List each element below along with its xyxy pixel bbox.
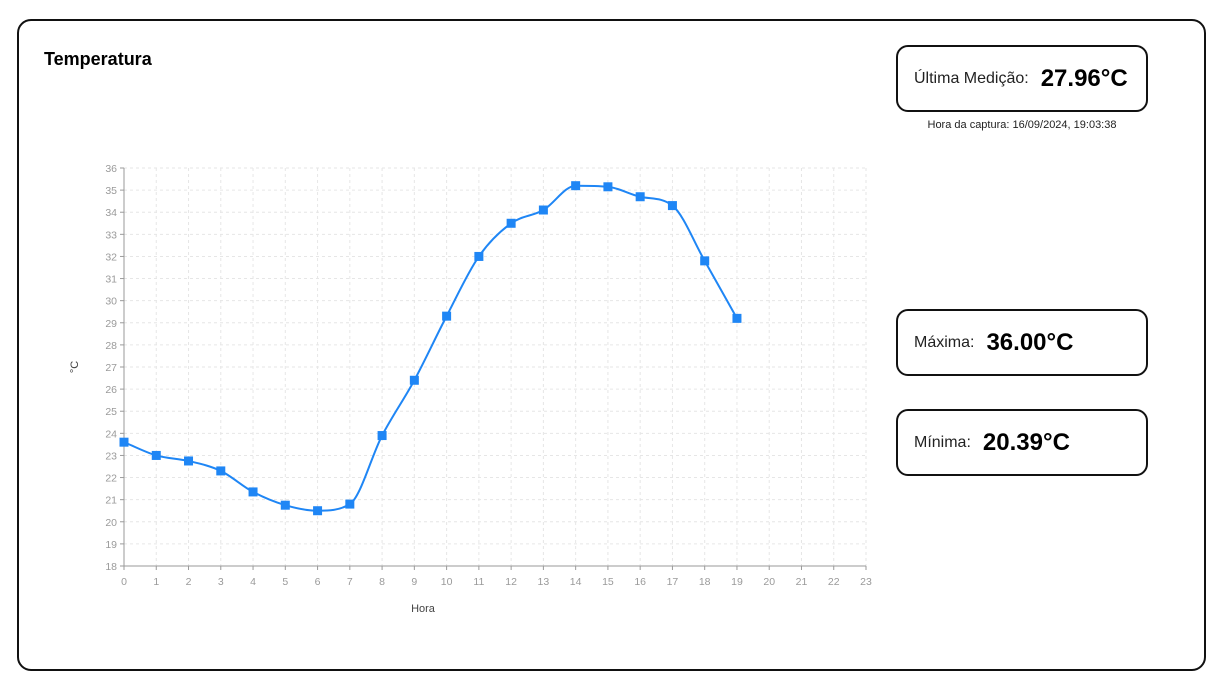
- temperature-data-point: [409, 375, 419, 385]
- temperature-data-point: [313, 506, 323, 516]
- x-axis-label: Hora: [411, 603, 436, 615]
- x-tick-label: 12: [505, 576, 517, 588]
- x-tick-label: 2: [186, 576, 192, 588]
- temperature-data-point: [571, 181, 581, 191]
- x-tick-label: 6: [315, 576, 321, 588]
- y-tick-label: 20: [105, 517, 117, 529]
- y-tick-label: 24: [105, 428, 117, 440]
- y-tick-label: 23: [105, 450, 117, 462]
- chart-title: Temperatura: [44, 49, 152, 69]
- capture-time: Hora da captura: 16/09/2024, 19:03:38: [927, 119, 1117, 131]
- y-tick-label: 36: [105, 163, 117, 175]
- temperature-data-point: [667, 201, 677, 211]
- last-measurement-label: Última Medição:: [914, 69, 1029, 87]
- y-tick-label: 26: [105, 384, 117, 396]
- x-tick-label: 0: [121, 576, 127, 588]
- y-tick-label: 21: [105, 495, 117, 507]
- temperature-data-point: [280, 500, 290, 510]
- last-measurement-box: Última Medição: 27.96°C: [896, 45, 1148, 112]
- y-tick-label: 32: [105, 251, 117, 263]
- temperature-data-point: [184, 456, 194, 466]
- x-tick-label: 9: [411, 576, 417, 588]
- max-temperature-label: Máxima:: [914, 333, 975, 351]
- y-tick-label: 34: [105, 207, 117, 219]
- x-tick-label: 17: [667, 576, 679, 588]
- temperature-data-point: [151, 450, 161, 460]
- y-tick-label: 27: [105, 362, 117, 374]
- temperature-data-point: [216, 466, 226, 476]
- x-tick-label: 5: [282, 576, 288, 588]
- temperature-data-point: [442, 311, 452, 321]
- temperature-data-point: [474, 251, 484, 261]
- x-tick-label: 13: [538, 576, 550, 588]
- x-tick-label: 7: [347, 576, 353, 588]
- temperature-data-point: [119, 437, 129, 447]
- y-tick-label: 35: [105, 185, 117, 197]
- temperature-data-point: [377, 431, 387, 441]
- min-temperature-label: Mínima:: [914, 433, 971, 451]
- temperature-data-point: [635, 192, 645, 202]
- max-temperature-value: 36.00°C: [986, 328, 1074, 356]
- max-temperature-box: Máxima: 36.00°C: [896, 309, 1148, 376]
- x-tick-label: 8: [379, 576, 385, 588]
- x-tick-label: 11: [473, 576, 484, 588]
- y-tick-label: 31: [105, 274, 117, 286]
- x-tick-label: 19: [731, 576, 743, 588]
- x-tick-label: 20: [763, 576, 775, 588]
- x-tick-label: 4: [250, 576, 256, 588]
- x-tick-label: 22: [828, 576, 840, 588]
- temperature-data-point: [248, 487, 258, 497]
- x-tick-label: 14: [570, 576, 582, 588]
- y-tick-label: 19: [105, 539, 117, 551]
- x-tick-label: 23: [860, 576, 872, 588]
- temperature-data-point: [700, 256, 710, 266]
- x-tick-label: 18: [699, 576, 711, 588]
- y-tick-label: 33: [105, 229, 117, 241]
- temperature-data-point: [506, 218, 516, 228]
- y-tick-label: 28: [105, 340, 117, 352]
- y-tick-label: 22: [105, 473, 117, 485]
- temperature-data-point: [603, 182, 613, 192]
- last-measurement-value: 27.96°C: [1040, 64, 1128, 92]
- temperature-data-point: [345, 499, 355, 509]
- min-temperature-box: Mínima: 20.39°C: [896, 409, 1148, 476]
- y-axis-label: °C: [69, 361, 81, 373]
- y-tick-label: 25: [105, 406, 117, 418]
- y-tick-label: 30: [105, 296, 117, 308]
- min-temperature-value: 20.39°C: [982, 428, 1070, 456]
- x-tick-label: 3: [218, 576, 224, 588]
- x-tick-label: 1: [153, 576, 159, 588]
- x-tick-label: 10: [441, 576, 453, 588]
- y-tick-label: 18: [105, 561, 117, 573]
- x-tick-label: 15: [602, 576, 614, 588]
- x-tick-label: 21: [796, 576, 808, 588]
- temperature-data-point: [538, 205, 548, 215]
- x-tick-label: 16: [634, 576, 646, 588]
- y-tick-label: 29: [105, 318, 117, 330]
- temperature-data-point: [732, 313, 742, 323]
